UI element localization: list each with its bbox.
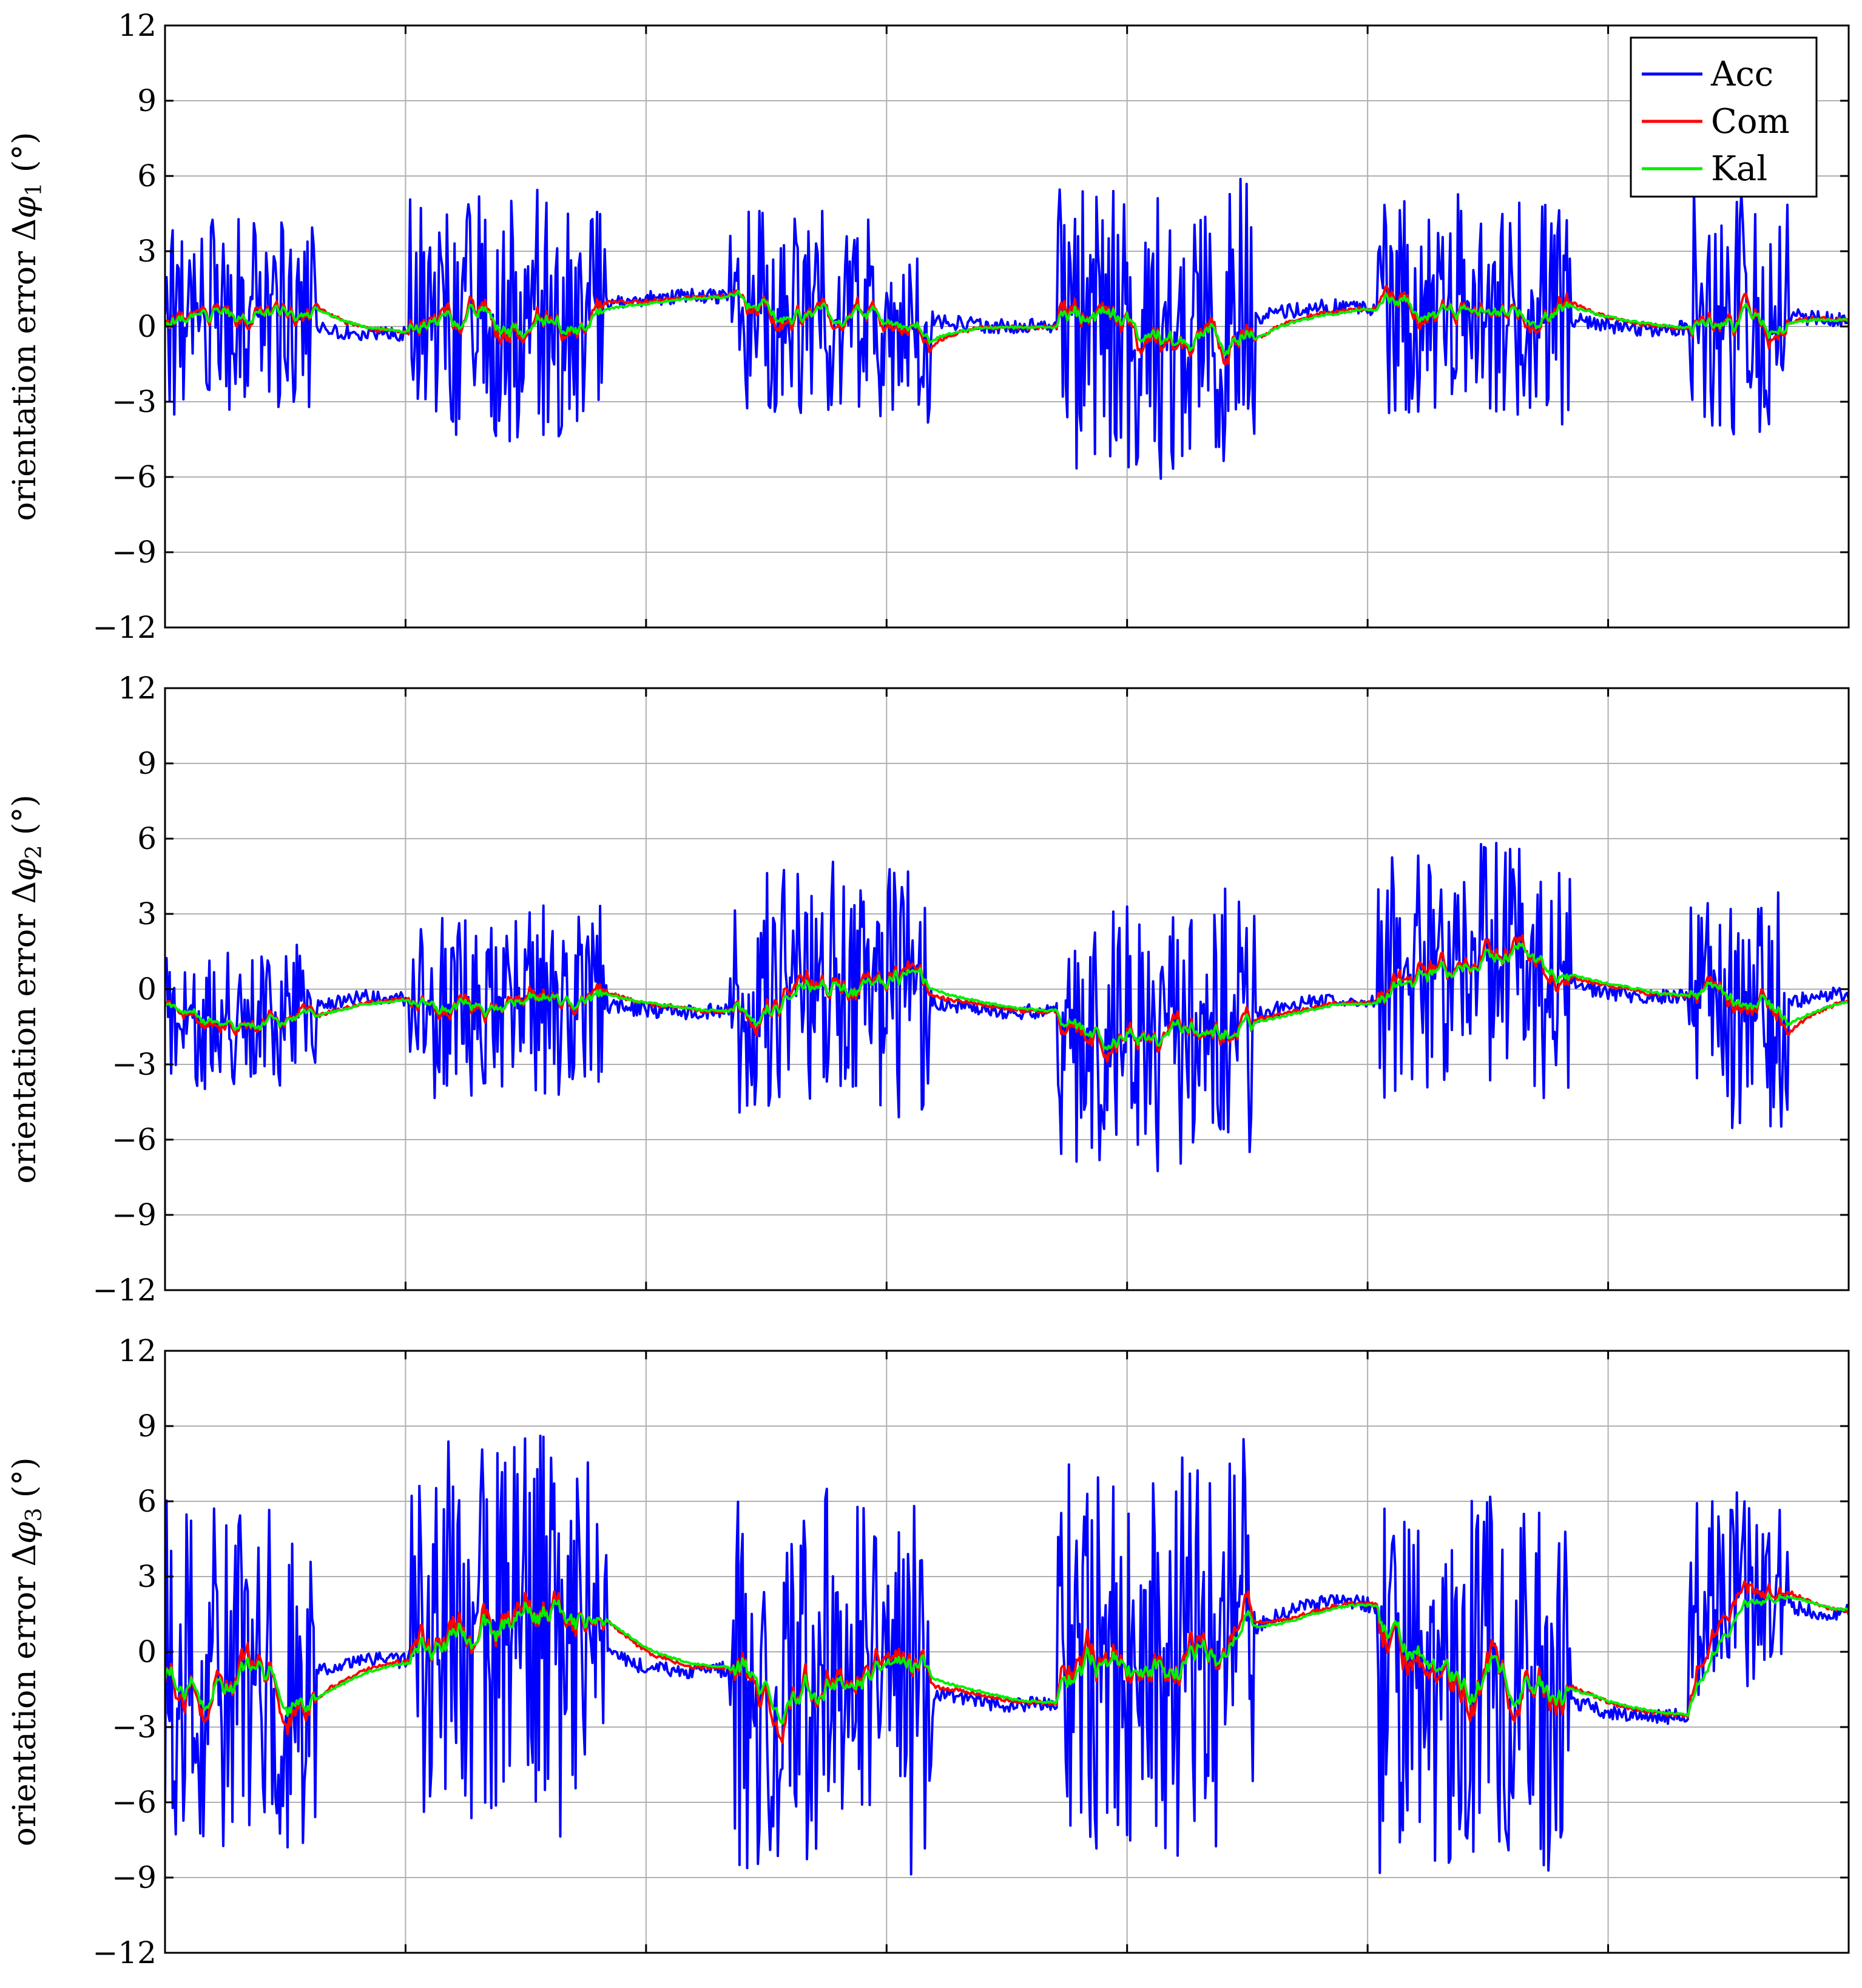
y-tick-label: 12 [118, 8, 157, 43]
panel-3: 12 9 6 3 0 −3 −6 −9 −12 orientation error Δφ3 (°) [7, 1333, 1850, 1970]
series-kal-line [165, 289, 1849, 356]
series-acc-line [165, 842, 1849, 1172]
panel-1: 12 9 6 3 0 −3 −6 −9 −12 orientation error Δφ1 (°)… [7, 8, 1850, 645]
y-axis-label: orientation error Δφ3 (°) [7, 1458, 47, 1847]
y-tick-label: −6 [112, 1122, 157, 1157]
y-tick-label: 9 [137, 1408, 157, 1444]
y-tick-label: 9 [137, 83, 157, 118]
y-tick-label: 12 [118, 671, 157, 706]
legend-label-acc: Acc [1710, 55, 1773, 94]
y-tick-label: −12 [92, 1273, 157, 1308]
y-tick-label: −12 [92, 610, 157, 645]
y-tick-label: −9 [112, 535, 157, 570]
y-tick-label: −3 [112, 1709, 157, 1745]
y-tick-label: 3 [137, 1559, 157, 1594]
series-kal-line [165, 1594, 1849, 1725]
y-tick-label: 0 [137, 972, 157, 1007]
y-tick-label: −6 [112, 1785, 157, 1820]
y-tick-label: 6 [137, 821, 157, 856]
y-tick-label: −6 [112, 459, 157, 495]
y-tick-label: 9 [137, 746, 157, 781]
y-tick-label: 0 [137, 1634, 157, 1669]
y-axis-label: orientation error Δφ2 (°) [7, 795, 47, 1184]
legend: Acc Com Kal [1630, 36, 1818, 198]
y-tick-label: 12 [118, 1333, 157, 1368]
y-tick-label: −9 [112, 1197, 157, 1232]
panel-2: 12 9 6 3 0 −3 −6 −9 −12 orientation error Δφ2 (°) [7, 671, 1850, 1308]
y-axis-label: orientation error Δφ1 (°) [7, 132, 47, 521]
y-tick-label: −9 [112, 1860, 157, 1895]
y-tick-label: 6 [137, 158, 157, 194]
y-tick-label: −3 [112, 384, 157, 419]
y-tick-label: 3 [137, 234, 157, 269]
y-tick-label: 0 [137, 309, 157, 344]
legend-label-com: Com [1711, 102, 1790, 141]
y-tick-label: −3 [112, 1047, 157, 1082]
series-kal-line [165, 942, 1849, 1051]
y-tick-label: −12 [92, 1935, 157, 1970]
y-tick-label: 6 [137, 1484, 157, 1519]
y-tick-label: 3 [137, 896, 157, 931]
series-acc-line [165, 1435, 1849, 1876]
legend-label-kal: Kal [1711, 149, 1767, 189]
